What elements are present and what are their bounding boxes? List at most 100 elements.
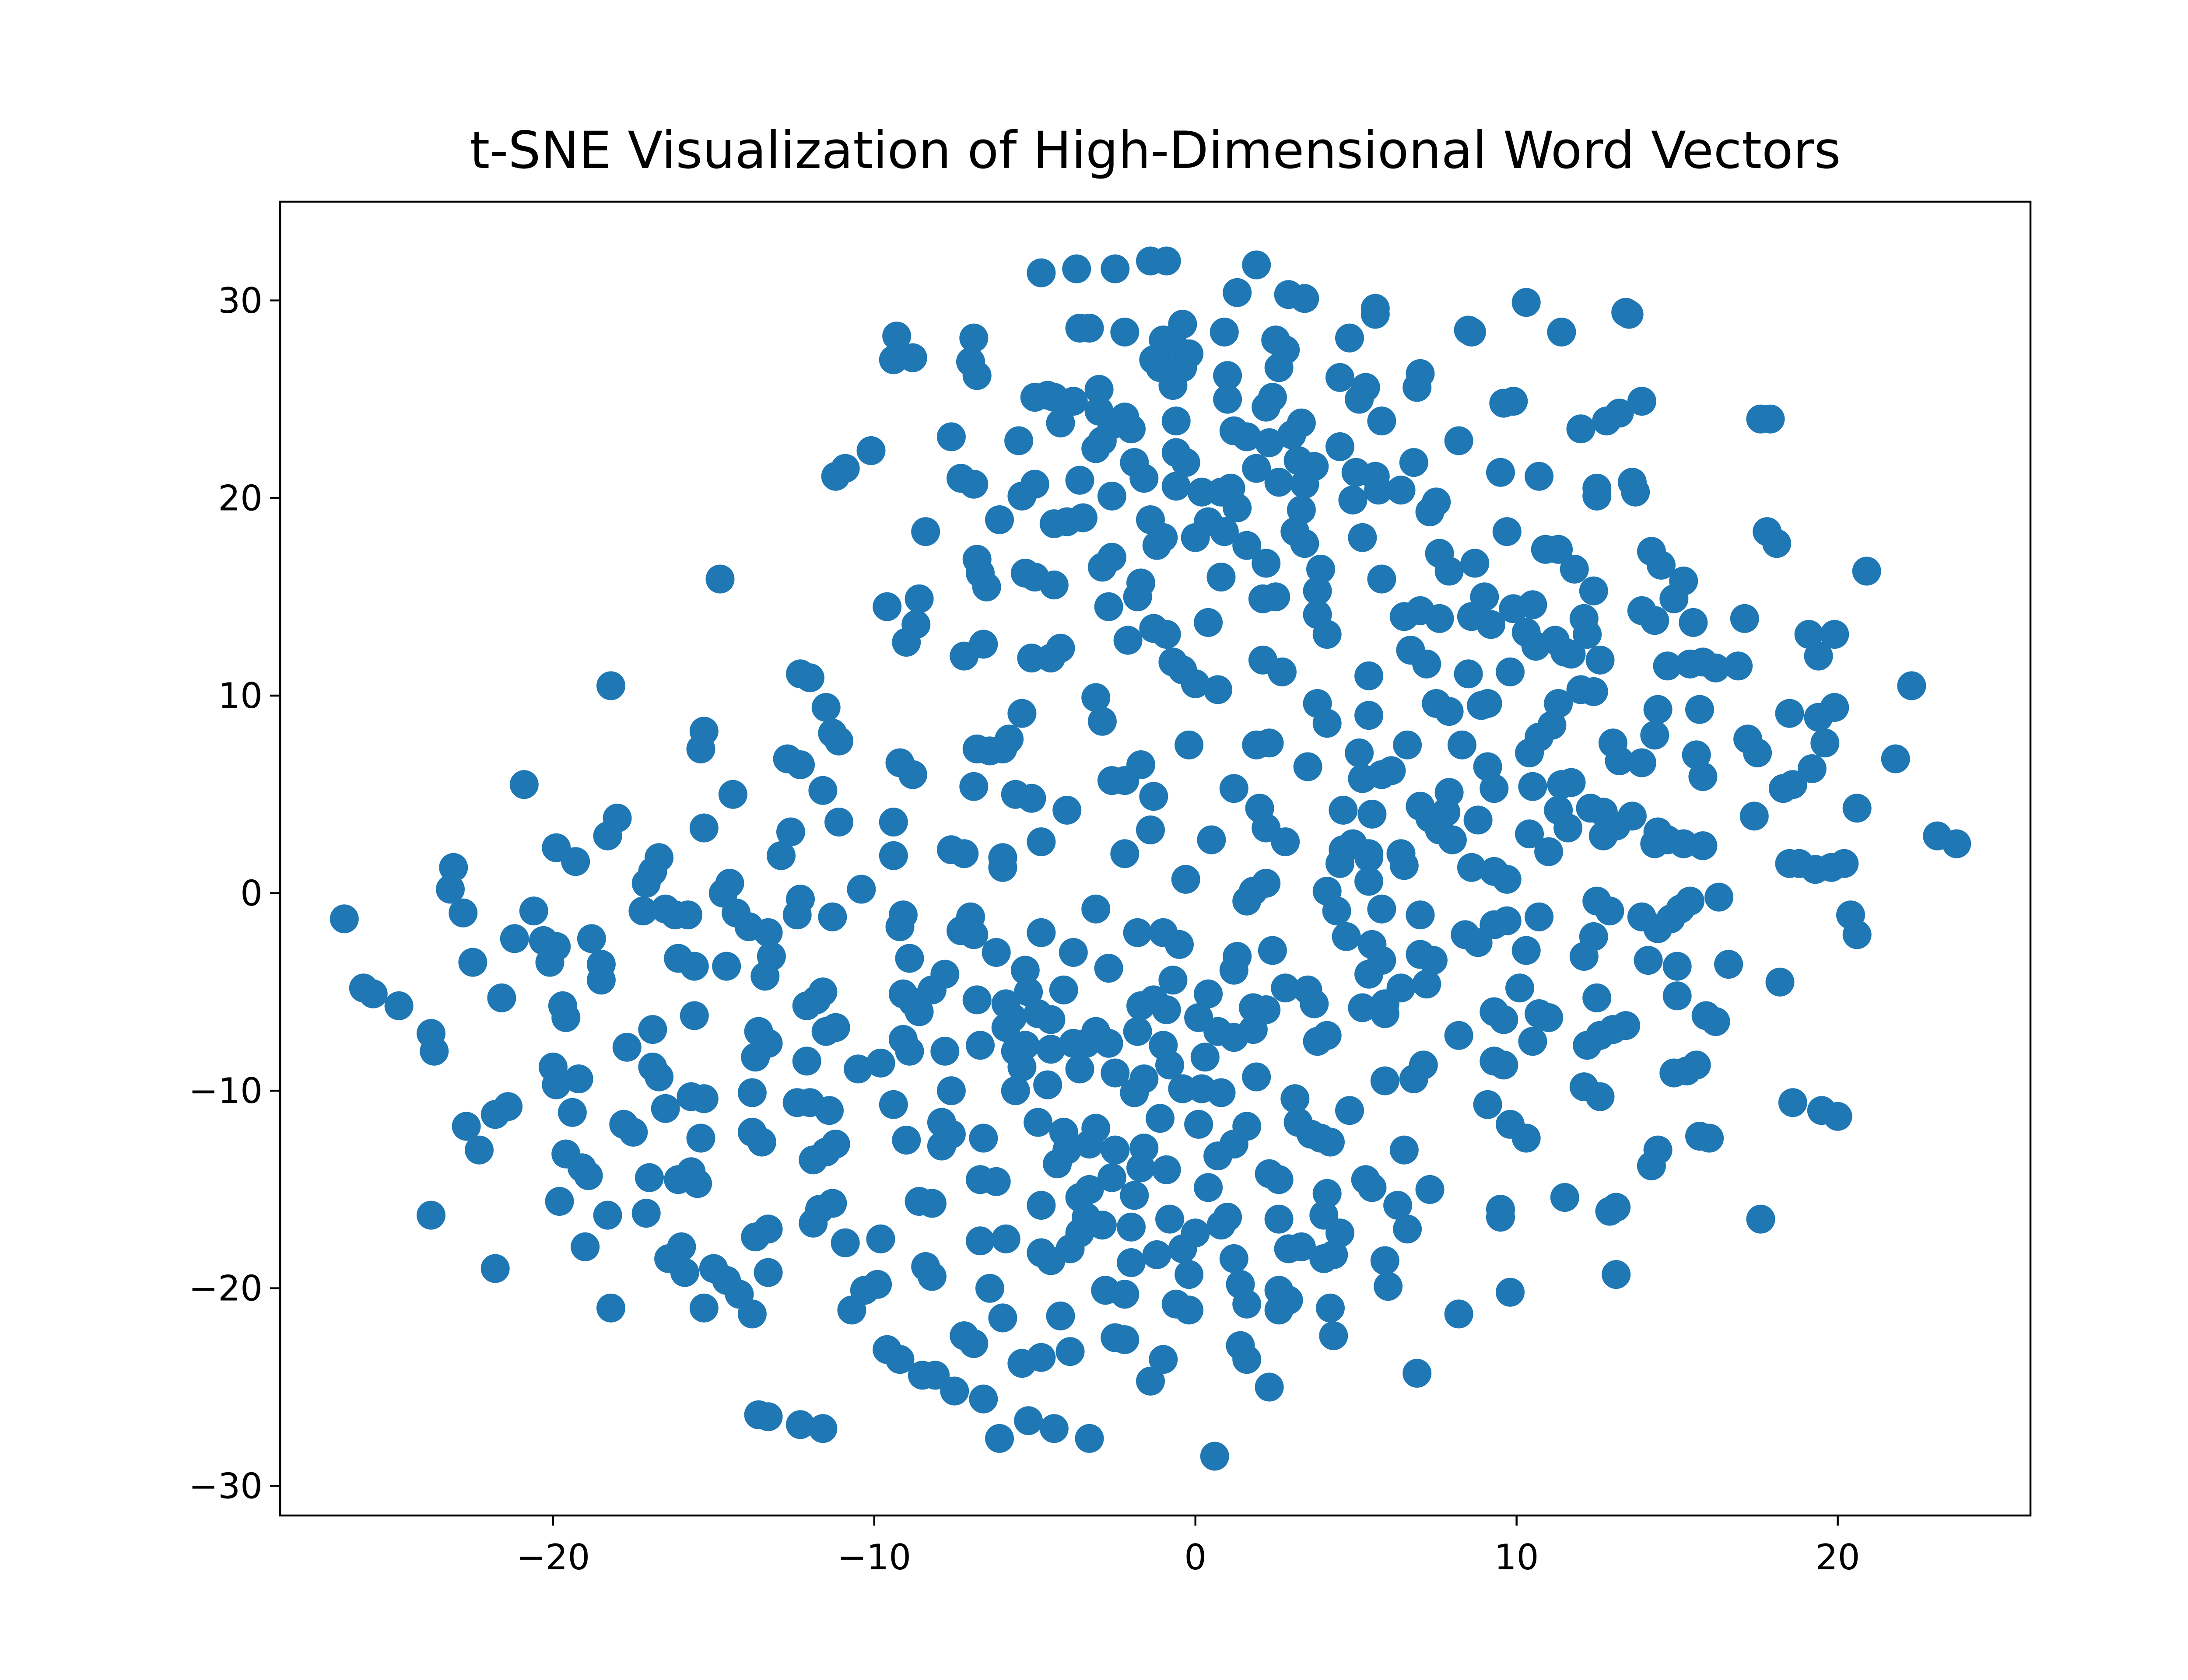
- data-point: [1014, 977, 1043, 1007]
- data-point: [905, 584, 934, 613]
- data-point: [1518, 590, 1547, 620]
- data-point: [1059, 938, 1088, 967]
- data-point: [1075, 314, 1104, 343]
- data-point: [1525, 902, 1554, 931]
- data-point: [1765, 967, 1795, 997]
- data-point: [645, 1062, 674, 1092]
- data-point: [818, 1189, 847, 1218]
- data-point: [1756, 404, 1785, 434]
- data-point: [1842, 794, 1872, 823]
- data-point: [1409, 1050, 1438, 1080]
- data-point: [1357, 799, 1387, 829]
- data-point: [1393, 730, 1422, 760]
- data-point: [1200, 1442, 1229, 1471]
- data-point: [898, 343, 927, 372]
- data-point: [1094, 954, 1123, 983]
- data-point: [1325, 849, 1354, 878]
- data-point: [1271, 827, 1300, 857]
- data-point: [1325, 432, 1354, 461]
- data-point: [1043, 1149, 1072, 1179]
- data-point: [1579, 677, 1608, 706]
- data-point: [1068, 503, 1098, 532]
- data-point: [966, 1226, 995, 1256]
- data-point: [1473, 1090, 1502, 1119]
- data-point: [1634, 946, 1663, 975]
- data-point: [1113, 626, 1143, 655]
- data-point: [542, 833, 571, 862]
- data-point: [1075, 1175, 1104, 1204]
- data-point: [1643, 1135, 1673, 1165]
- data-point: [571, 1232, 600, 1261]
- data-point: [1213, 1203, 1242, 1232]
- data-point: [1492, 517, 1522, 546]
- data-point: [1252, 549, 1281, 578]
- data-point: [1171, 864, 1200, 894]
- data-point: [1367, 564, 1396, 594]
- data-point: [1152, 1155, 1181, 1184]
- data-point: [705, 564, 735, 594]
- data-point: [1094, 1029, 1123, 1058]
- data-point: [1010, 1031, 1040, 1060]
- data-point: [824, 726, 854, 756]
- data-point: [645, 843, 674, 872]
- data-point: [1126, 750, 1155, 779]
- data-point: [1614, 300, 1644, 329]
- data-point: [1335, 323, 1364, 353]
- data-point: [741, 1222, 770, 1252]
- data-point: [1287, 495, 1316, 525]
- data-point: [1101, 254, 1130, 284]
- data-point: [905, 997, 934, 1026]
- data-point: [1059, 387, 1088, 416]
- data-point: [1486, 458, 1515, 487]
- data-point: [1496, 657, 1525, 686]
- data-point: [1374, 1272, 1403, 1301]
- y-tick-label: −20: [189, 1268, 263, 1309]
- data-point: [1499, 387, 1528, 416]
- data-point: [1242, 1062, 1271, 1092]
- data-point: [847, 875, 876, 904]
- data-point: [358, 979, 388, 1008]
- data-point: [796, 663, 824, 693]
- data-point: [754, 1258, 783, 1287]
- data-point: [680, 1001, 709, 1030]
- data-point: [917, 1262, 947, 1291]
- data-point: [1348, 993, 1377, 1022]
- data-point: [1300, 452, 1329, 481]
- data-point: [1354, 867, 1384, 896]
- data-point: [1412, 649, 1441, 679]
- data-point: [1049, 975, 1078, 1004]
- chart-title: t-SNE Visualization of High-Dimensional …: [470, 120, 1841, 180]
- data-point: [1480, 774, 1509, 803]
- data-point: [1511, 936, 1541, 965]
- data-point: [1293, 752, 1322, 781]
- data-point: [1338, 485, 1368, 514]
- data-point: [1142, 1240, 1171, 1269]
- data-point: [1168, 310, 1197, 339]
- data-point: [959, 920, 989, 949]
- data-point: [1354, 839, 1384, 868]
- data-point: [1213, 385, 1242, 414]
- data-point: [1007, 1052, 1037, 1082]
- data-point: [1316, 1127, 1345, 1157]
- data-point: [458, 948, 487, 977]
- data-point: [1582, 983, 1612, 1012]
- data-point: [1110, 1325, 1140, 1354]
- y-axis-ticks: −30 −20 −10 0 10 20 30: [189, 280, 280, 1506]
- data-point: [1123, 918, 1152, 947]
- data-point: [1010, 956, 1040, 985]
- data-point: [1598, 1015, 1627, 1044]
- data-point: [1033, 1070, 1062, 1099]
- data-point: [1881, 744, 1910, 774]
- data-point: [1046, 634, 1075, 663]
- data-point: [686, 1124, 715, 1153]
- data-point: [1036, 1035, 1066, 1064]
- data-point: [1325, 1218, 1354, 1248]
- data-point: [1566, 414, 1595, 444]
- data-point: [879, 808, 908, 836]
- data-point: [1389, 1135, 1419, 1165]
- data-point: [1778, 1088, 1807, 1117]
- data-point: [1804, 703, 1833, 732]
- data-point: [1525, 462, 1554, 491]
- data-point: [824, 808, 854, 836]
- data-point: [831, 454, 860, 483]
